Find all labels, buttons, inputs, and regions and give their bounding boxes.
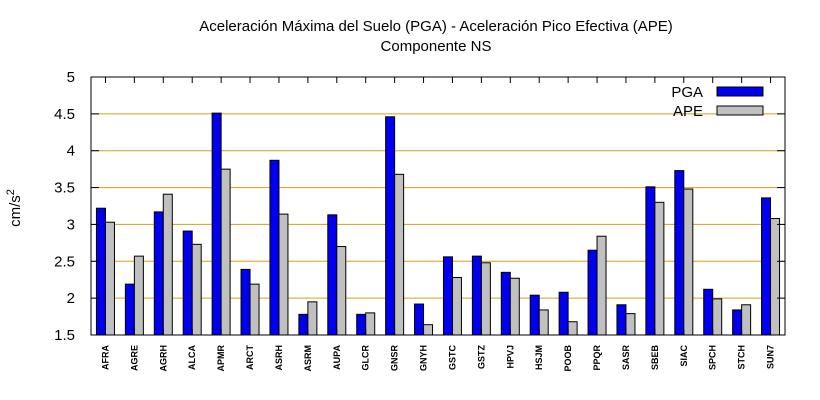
x-tick-label-sun7: SUN7 (766, 345, 776, 369)
x-tick-label-gnyh: GNYH (419, 345, 429, 371)
bar-ape-gnyh (423, 324, 434, 336)
x-tick-label-siac: SIAC (679, 345, 689, 367)
bar-pga-afra (95, 207, 106, 336)
bar-ape-aupa (336, 246, 347, 336)
x-tick-label-arct: ARCT (245, 345, 255, 370)
bar-pga-apmr (211, 112, 222, 336)
bar-pga-sbeb (645, 186, 656, 336)
bar-pga-glcr (356, 313, 367, 336)
bar-pga-agrh (153, 211, 164, 336)
bar-pga-spch (703, 288, 714, 336)
bar-pga-agre (124, 283, 135, 336)
bar-pga-hpvj (500, 271, 511, 336)
x-tick-label-aupa: AUPA (332, 345, 342, 370)
bar-pga-poob (558, 291, 569, 336)
bar-ape-ppqr (596, 235, 607, 336)
bar-pga-asrh (269, 159, 280, 336)
bar-ape-agrh (162, 193, 173, 336)
y-tick-label: 5 (67, 69, 75, 86)
x-tick-label-poob: POOB (563, 345, 573, 372)
bar-ape-sasr (625, 313, 636, 336)
y-axis-ticks: 1.5 2 2.5 3 3.5 4 4.5 5 (54, 69, 785, 344)
y-tick-label: 4 (67, 143, 75, 160)
x-tick-label-asrh: ASRH (274, 345, 284, 371)
bar-ape-gstz (480, 262, 491, 336)
bar-ape-spch (712, 298, 723, 336)
bar-pga-siac (674, 170, 685, 336)
bar-ape-siac (683, 188, 694, 336)
x-tick-label-asrm: ASRM (303, 345, 313, 372)
x-tick-label-apmr: APMR (216, 345, 226, 372)
x-tick-label-sbeb: SBEB (650, 345, 660, 371)
bar-ape-alca (191, 243, 202, 336)
bar-ape-asrm (307, 301, 318, 336)
legend-swatch-ape (716, 105, 764, 116)
bar-pga-sasr (616, 304, 627, 336)
bar-pga-gnsr (385, 116, 396, 336)
x-axis-ticks: AFRA AGRE AGRH ALCA APMR ARCT ASRH ASRM AUPA GLCR… (100, 77, 776, 372)
legend: PGA APE (671, 84, 764, 120)
y-axis-label: cm/s2 (5, 189, 24, 227)
y-tick-label: 2 (67, 290, 75, 307)
x-tick-label-ppqr: PPQR (592, 345, 602, 371)
x-tick-label-gstc: GSTC (447, 345, 457, 371)
x-tick-label-agre: AGRE (129, 345, 139, 371)
x-tick-label-sasr: SASR (621, 345, 631, 371)
bar-pga-alca (182, 230, 193, 336)
x-tick-label-glcr: GLCR (361, 345, 371, 371)
bar-pga-gstc (442, 256, 453, 336)
bar-pga-sun7 (761, 197, 772, 336)
bar-pga-hsjm (529, 294, 540, 336)
legend-swatch-pga (716, 86, 764, 97)
y-axis-label-superscript: 2 (5, 189, 17, 195)
chart-subtitle: Componente NS (381, 38, 492, 55)
plot-frame (90, 76, 786, 336)
grid-lines (91, 113, 785, 299)
bar-ape-gnsr (394, 173, 405, 336)
bar-ape-gstc (451, 277, 462, 336)
bar-ape-asrh (278, 213, 289, 336)
bar-ape-stch (741, 304, 752, 336)
bar-ape-hsjm (538, 309, 549, 336)
x-tick-label-alca: ALCA (187, 345, 197, 370)
legend-label-pga: PGA (671, 84, 703, 101)
x-tick-label-agrh: AGRH (158, 345, 168, 372)
y-tick-label: 3.5 (54, 180, 75, 197)
x-tick-label-hsjm: HSJM (534, 345, 544, 370)
bar-pga-stch (732, 309, 743, 336)
bars (95, 112, 781, 336)
bar-ape-hpvj (509, 277, 520, 336)
y-tick-label: 2.5 (54, 253, 75, 270)
bar-pga-ppqr (587, 249, 598, 336)
bar-ape-afra (104, 221, 115, 336)
x-tick-label-gnsr: GNSR (390, 345, 400, 372)
legend-label-ape: APE (673, 103, 703, 120)
bar-pga-gnyh (414, 303, 425, 336)
bar-pga-aupa (327, 214, 338, 336)
bar-ape-agre (133, 255, 144, 336)
x-tick-label-gstz: GSTZ (476, 344, 486, 369)
bar-ape-sun7 (770, 218, 781, 336)
bar-ape-arct (249, 283, 260, 336)
y-axis-label-unit: cm/s (7, 195, 24, 227)
x-tick-label-stch: STCH (737, 345, 747, 370)
x-tick-label-spch: SPCH (708, 345, 718, 370)
bar-pga-asrm (298, 313, 309, 336)
bar-ape-apmr (220, 168, 231, 336)
y-tick-label: 3 (67, 216, 75, 233)
bar-pga-gstz (471, 255, 482, 336)
chart-title: Aceleración Máxima del Suelo (PGA) - Ace… (199, 18, 673, 35)
y-tick-label: 4.5 (54, 106, 75, 123)
x-tick-label-hpvj: HPVJ (505, 345, 515, 369)
x-tick-label-afra: AFRA (100, 345, 110, 370)
bar-ape-glcr (365, 312, 376, 336)
y-tick-label: 1.5 (54, 327, 75, 344)
bar-ape-poob (567, 321, 578, 336)
bar-ape-sbeb (654, 201, 665, 336)
bar-pga-arct (240, 268, 251, 336)
